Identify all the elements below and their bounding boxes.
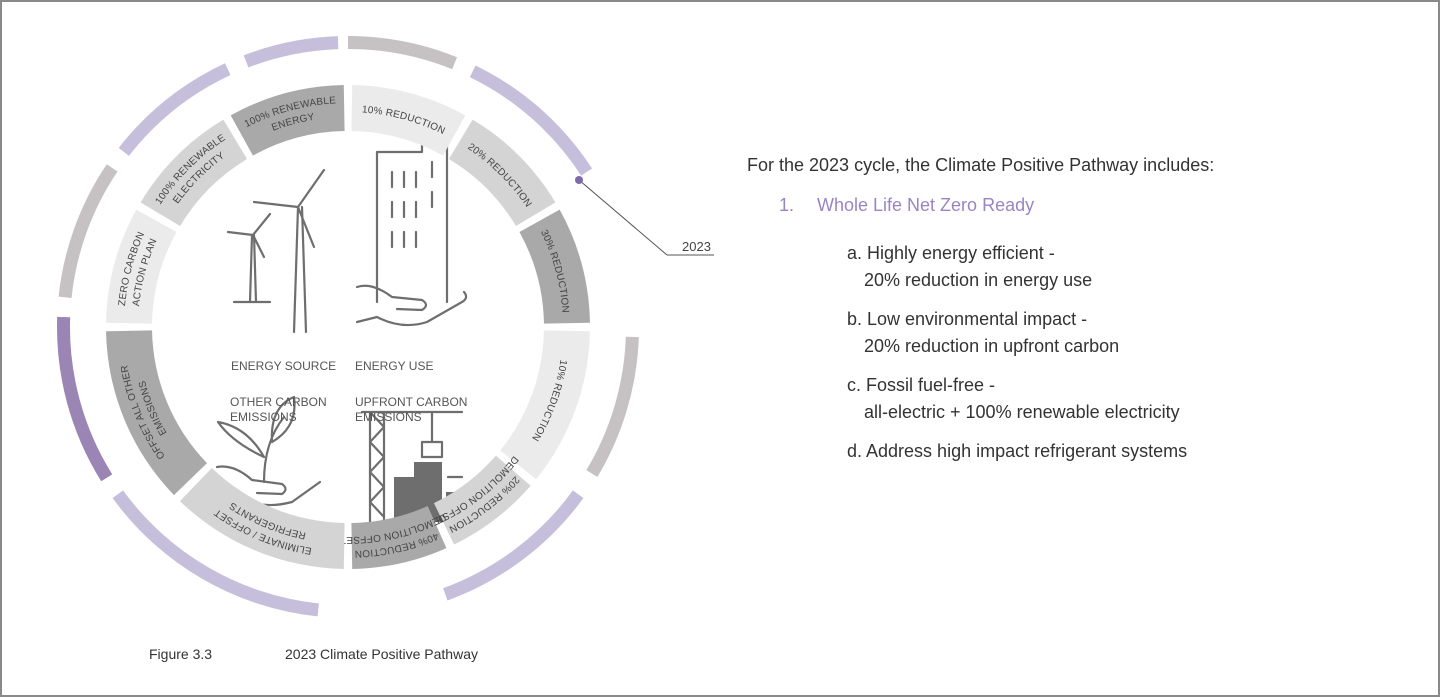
hand-icon: [355, 284, 468, 327]
outer-ring-segment: [58, 164, 118, 298]
turbine-icon: [226, 212, 272, 304]
item-number: 1.: [779, 195, 794, 215]
item-title: Whole Life Net Zero Ready: [817, 195, 1034, 215]
subitem-text: all-electric + 100% renewable electricit…: [864, 402, 1180, 422]
quadrant-label: OTHER CARBON: [230, 395, 327, 409]
quadrant-label: EMISSIONS: [230, 410, 297, 424]
outer-ring-segment: [443, 490, 584, 601]
inner-segment: [351, 506, 447, 569]
subitem-text: 20% reduction in upfront carbon: [864, 336, 1119, 356]
subitem-text: d. Address high impact refrigerant syste…: [847, 441, 1187, 461]
quadrant-label: ENERGY USE: [355, 359, 433, 373]
annotation: 2023: [682, 239, 711, 254]
quadrant-label: ENERGY SOURCE: [231, 359, 336, 373]
inner-segment: [433, 455, 531, 545]
caption-title: 2023 Climate Positive Pathway: [285, 646, 478, 662]
turbine-icon: [252, 168, 326, 334]
marker-dot: [575, 176, 583, 184]
inner-segment: [106, 209, 177, 324]
inner-segment: [140, 119, 248, 227]
subitem-text: a. Highly energy efficient -: [847, 243, 1055, 263]
buildings-icon: [394, 462, 462, 522]
quadrant-label: UPFRONT CARBON: [355, 395, 467, 409]
outer-ring-segment: [243, 36, 339, 68]
inner-segment: [230, 85, 345, 156]
inner-segment: [106, 330, 208, 496]
building-icon: [375, 135, 449, 304]
leader-line: [578, 179, 668, 256]
intro-text: For the 2023 cycle, the Climate Positive…: [747, 155, 1214, 175]
subitem-text: b. Low environmental impact -: [847, 309, 1087, 329]
inner-segment: [500, 330, 590, 480]
plant-icon: [216, 395, 296, 484]
subitem-text: c. Fossil fuel-free -: [847, 375, 995, 395]
inner-segment: [179, 467, 345, 569]
quadrant-label: EMISSIONS: [355, 410, 422, 424]
inner-segment: [351, 85, 466, 156]
caption-number: Figure 3.3: [149, 646, 212, 662]
outer-ring-segment: [118, 63, 231, 156]
crane-icon: [360, 410, 464, 524]
outer-ring-segment: [586, 336, 639, 477]
outer-ring-segment: [112, 490, 319, 617]
outer-ring-segment: [469, 65, 593, 176]
inner-segment: [519, 209, 590, 324]
outer-ring-segment: [348, 36, 458, 70]
inner-segment: [448, 119, 556, 227]
icons: [215, 135, 468, 524]
outer-ring-segment: [57, 316, 113, 482]
subitem-text: 20% reduction in energy use: [864, 270, 1092, 290]
